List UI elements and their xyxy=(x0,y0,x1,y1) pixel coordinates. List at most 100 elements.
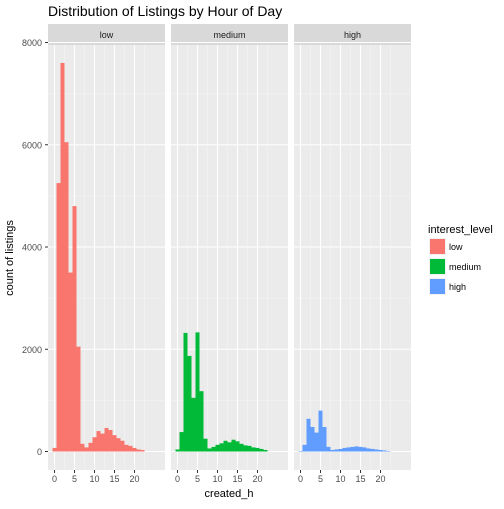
bar-high-h18 xyxy=(370,448,375,452)
bar-low-h11 xyxy=(96,431,101,452)
bar-high-h5 xyxy=(318,410,323,452)
y-axis-title: count of listings xyxy=(4,220,16,296)
bar-low-h16 xyxy=(116,438,121,452)
x-tick-label: 15 xyxy=(232,474,242,484)
y-tick-label: 4000 xyxy=(22,243,42,253)
bar-medium-h4 xyxy=(191,397,196,452)
bar-low-h9 xyxy=(88,442,93,452)
bar-low-h13 xyxy=(104,427,109,452)
facet-panels: low 0 5 10 15 20 medium 0 5 10 15 20 high 0 5 10 15 20 xyxy=(48,24,411,484)
bar-low-h1 xyxy=(56,183,61,452)
facet-strip xyxy=(294,24,411,45)
legend-title: interest_level xyxy=(428,224,493,236)
bar-medium-h7 xyxy=(203,438,208,452)
bar-low-h20 xyxy=(132,447,137,452)
bar-low-h6 xyxy=(76,346,81,452)
bar-medium-h10 xyxy=(215,444,220,452)
bar-high-h12 xyxy=(346,447,351,452)
bar-medium-h3 xyxy=(187,355,192,452)
x-tick-label: 5 xyxy=(72,474,77,484)
bar-low-h2 xyxy=(60,62,65,452)
legend-swatch-low xyxy=(430,239,445,254)
bar-high-h6 xyxy=(322,426,327,452)
y-axis-ticks: 0 2000 4000 6000 8000 xyxy=(22,38,48,457)
x-tick-label: 20 xyxy=(129,474,139,484)
bar-high-h16 xyxy=(362,447,367,452)
x-tick-label: 10 xyxy=(335,474,345,484)
bar-high-h13 xyxy=(350,446,355,452)
facet-strip-label: medium xyxy=(213,30,245,40)
bar-low-h12 xyxy=(100,433,105,452)
bar-medium-h6 xyxy=(199,391,204,452)
legend-label: low xyxy=(449,242,463,252)
x-tick-label: 15 xyxy=(109,474,119,484)
bar-low-h10 xyxy=(92,437,97,452)
bar-medium-h17 xyxy=(243,445,248,452)
bar-high-h8 xyxy=(330,449,335,452)
bar-medium-h8 xyxy=(207,448,212,452)
bar-high-h21 xyxy=(382,450,387,452)
x-tick-label: 20 xyxy=(252,474,262,484)
bar-medium-h14 xyxy=(231,439,236,452)
y-tick-label: 6000 xyxy=(22,140,42,150)
bar-medium-h9 xyxy=(211,446,216,452)
bar-high-h3 xyxy=(310,426,315,452)
legend-label: high xyxy=(449,282,466,292)
bar-medium-h1 xyxy=(179,432,184,452)
bar-high-h1 xyxy=(302,444,307,452)
facet-strip-label: low xyxy=(100,30,114,40)
bar-medium-h12 xyxy=(223,440,228,452)
bar-high-h10 xyxy=(338,448,343,452)
legend-items: low medium high xyxy=(429,238,481,295)
facet-strip-label: high xyxy=(344,30,361,40)
bar-medium-h13 xyxy=(227,442,232,452)
bar-medium-h11 xyxy=(219,443,224,452)
x-tick-label: 20 xyxy=(375,474,385,484)
x-tick-label: 0 xyxy=(175,474,180,484)
bar-high-h15 xyxy=(358,446,363,452)
bar-medium-h2 xyxy=(183,332,188,452)
bar-low-h8 xyxy=(84,447,89,452)
bar-medium-h0 xyxy=(175,449,180,452)
facet-panel-low: low 0 5 10 15 20 xyxy=(48,24,165,484)
bar-low-h15 xyxy=(112,435,117,452)
bar-high-h7 xyxy=(326,446,331,452)
x-tick-label: 10 xyxy=(212,474,222,484)
bar-high-h11 xyxy=(342,447,347,452)
x-tick-label: 10 xyxy=(89,474,99,484)
bar-high-h20 xyxy=(378,449,383,452)
legend-label: medium xyxy=(449,262,481,272)
bar-high-h9 xyxy=(334,449,339,452)
bar-low-h18 xyxy=(124,444,129,452)
legend: interest_level low medium high xyxy=(428,224,493,295)
bar-medium-h16 xyxy=(239,443,244,452)
bar-low-h17 xyxy=(120,440,125,452)
bar-high-h0 xyxy=(298,450,303,452)
bar-low-h4 xyxy=(68,272,73,452)
bar-medium-h18 xyxy=(247,445,252,452)
facet-panel-high: high 0 5 10 15 20 xyxy=(294,24,411,484)
y-tick-label: 8000 xyxy=(22,38,42,48)
bar-high-h2 xyxy=(306,418,311,452)
y-tick-label: 2000 xyxy=(22,345,42,355)
bar-low-h22 xyxy=(140,449,145,452)
bar-high-h14 xyxy=(354,446,359,452)
legend-swatch-medium xyxy=(430,259,445,274)
bar-low-h14 xyxy=(108,430,113,452)
bar-low-h0 xyxy=(52,447,57,452)
facet-panel-medium: medium 0 5 10 15 20 xyxy=(171,24,288,484)
bar-low-h7 xyxy=(80,443,85,452)
bar-low-h3 xyxy=(64,142,69,452)
bar-low-h21 xyxy=(136,449,141,452)
bar-medium-h21 xyxy=(259,448,264,452)
x-tick-label: 0 xyxy=(52,474,57,484)
bar-high-h22 xyxy=(386,450,391,452)
bar-low-h5 xyxy=(72,206,77,452)
x-tick-label: 15 xyxy=(355,474,365,484)
y-tick-label: 0 xyxy=(37,447,42,457)
facet-strip xyxy=(48,24,165,45)
panel-background xyxy=(294,45,411,470)
x-tick-label: 5 xyxy=(195,474,200,484)
bar-high-h19 xyxy=(374,449,379,452)
